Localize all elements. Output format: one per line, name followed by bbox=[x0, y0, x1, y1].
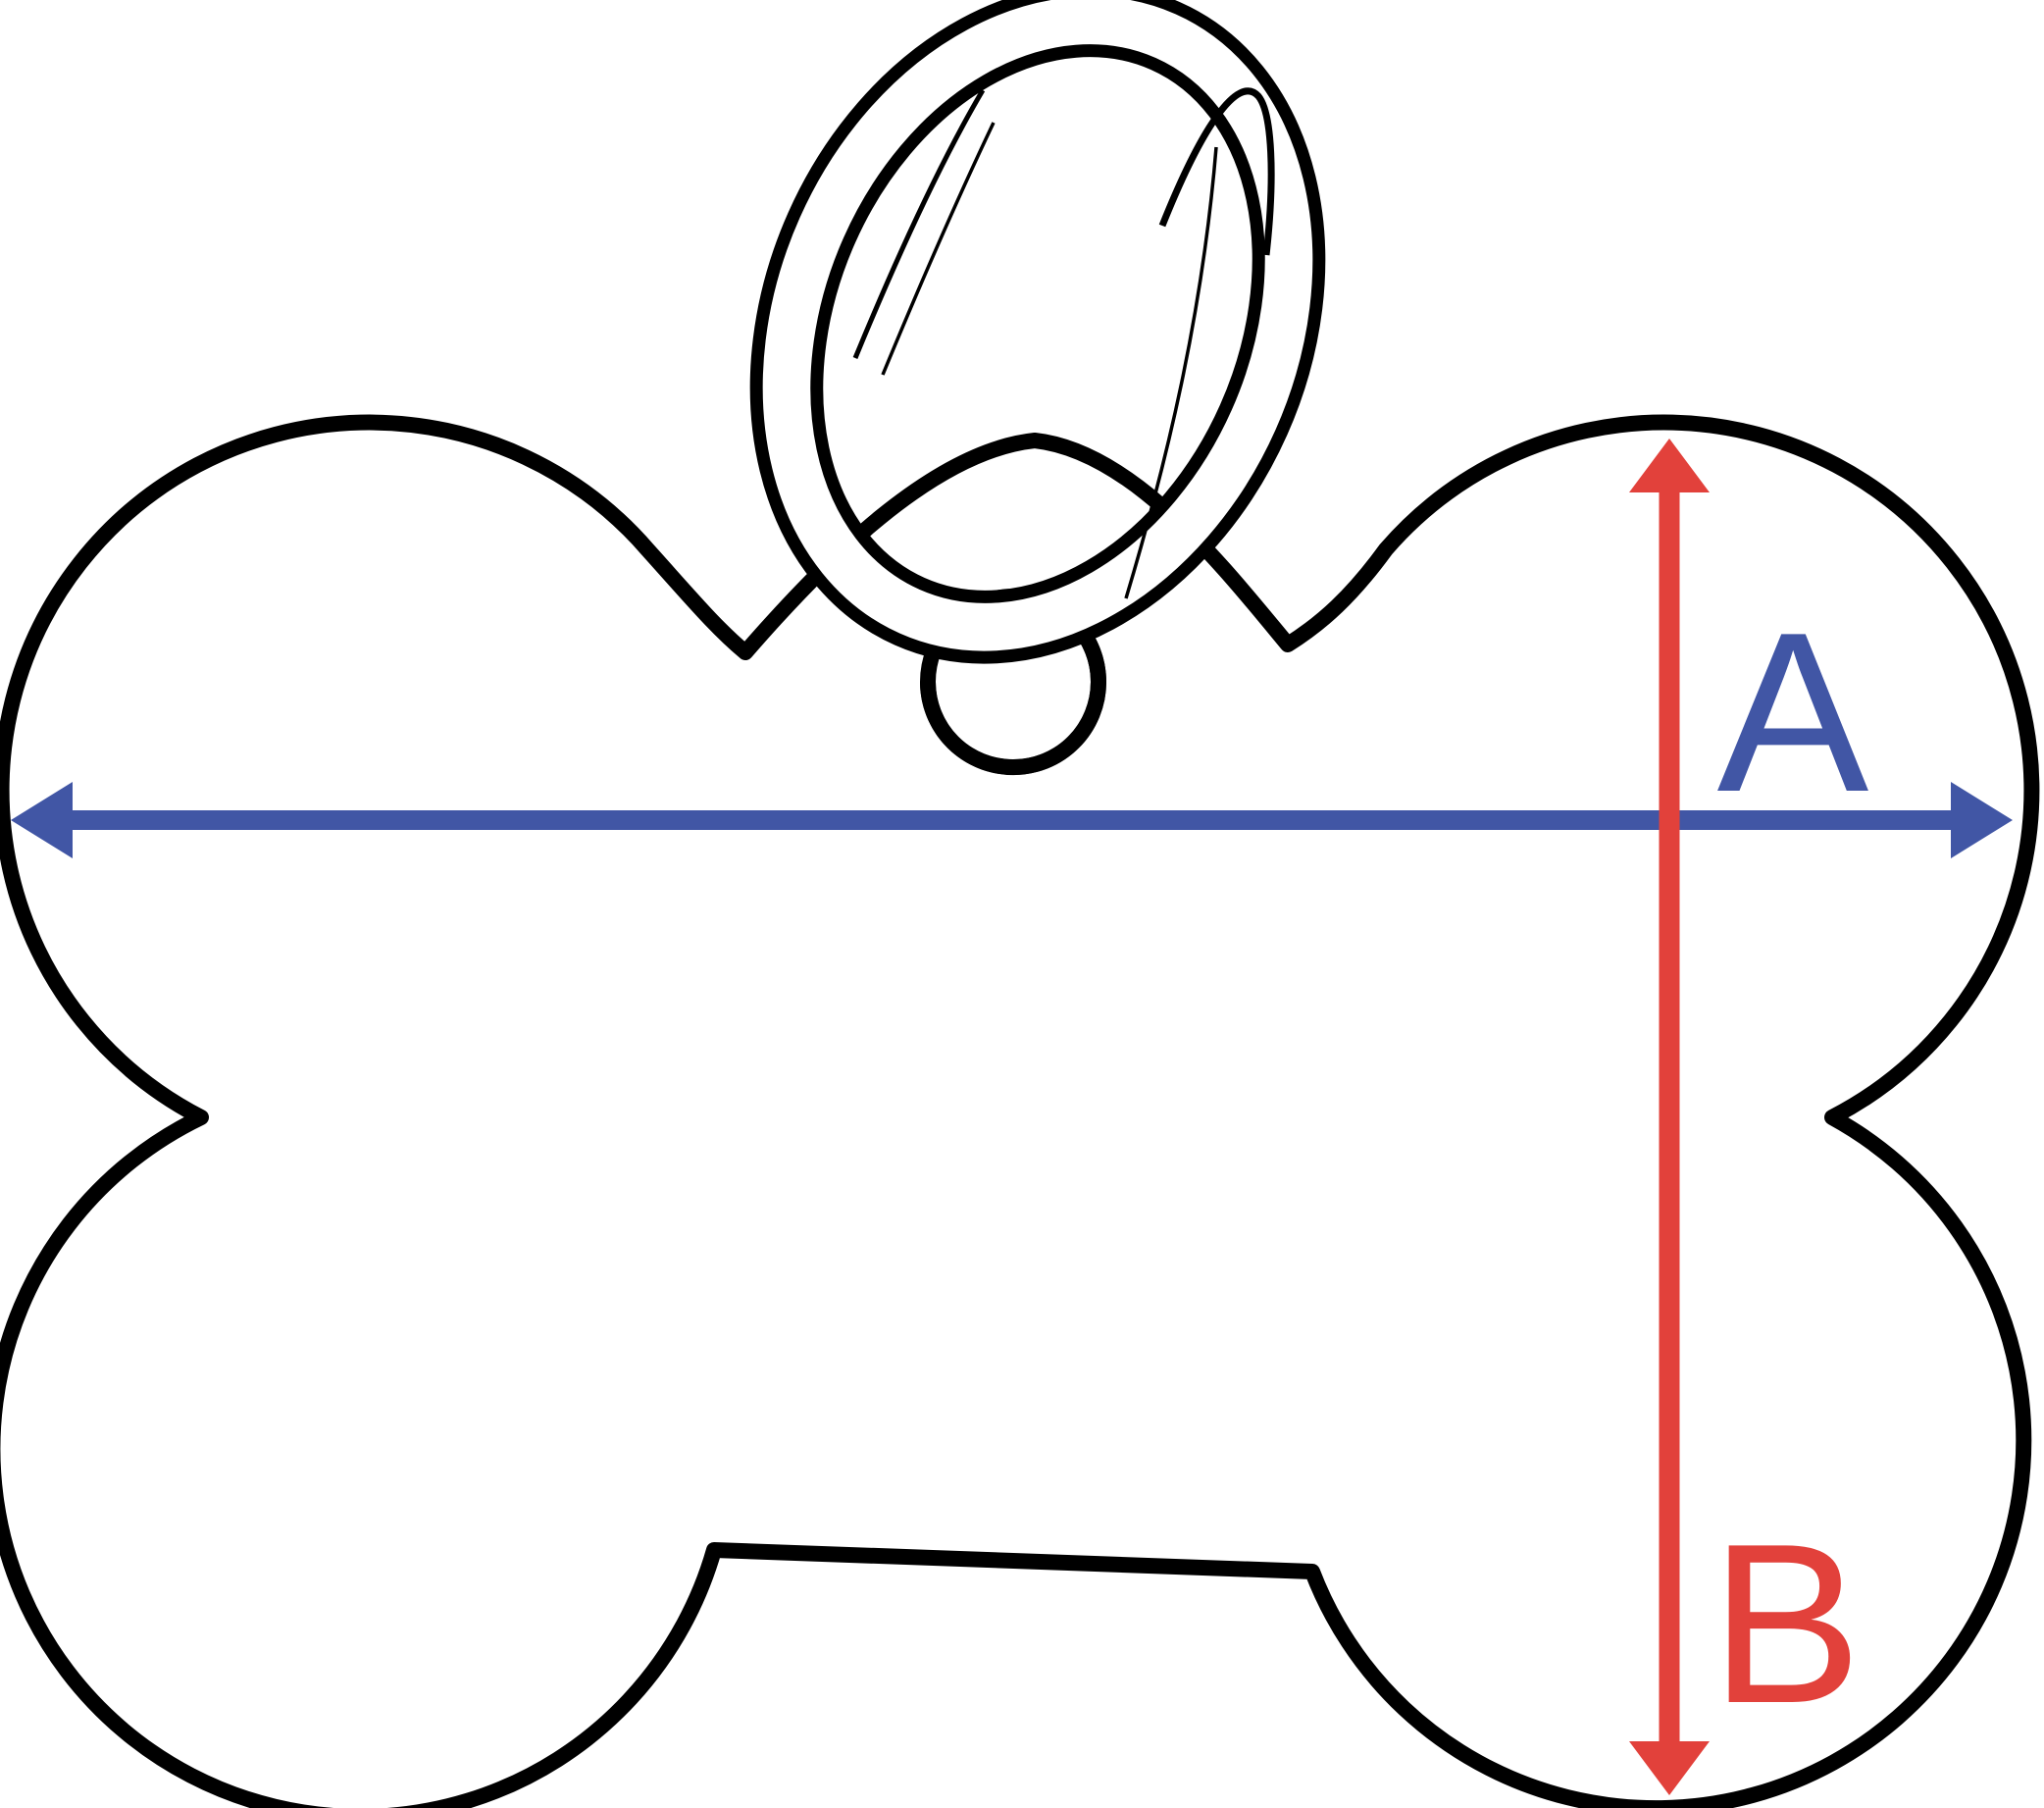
ring-highlight bbox=[852, 88, 986, 359]
ring-band bbox=[754, 0, 1321, 660]
ring-wire-overlap bbox=[1158, 87, 1275, 256]
width-label: A bbox=[1717, 586, 1869, 840]
tag-hole-front-rim bbox=[920, 634, 1106, 776]
ring-highlight bbox=[1124, 146, 1218, 599]
bone-tag-outline bbox=[0, 414, 2040, 1808]
ring-inner-edge bbox=[810, 44, 1265, 603]
width-arrow bbox=[11, 782, 2013, 858]
height-label: B bbox=[1711, 1497, 1863, 1751]
ring-highlight bbox=[881, 122, 996, 376]
ring-outer-edge bbox=[749, 0, 1326, 664]
key-ring-icon bbox=[749, 0, 1326, 664]
height-arrow bbox=[1629, 439, 1710, 1795]
